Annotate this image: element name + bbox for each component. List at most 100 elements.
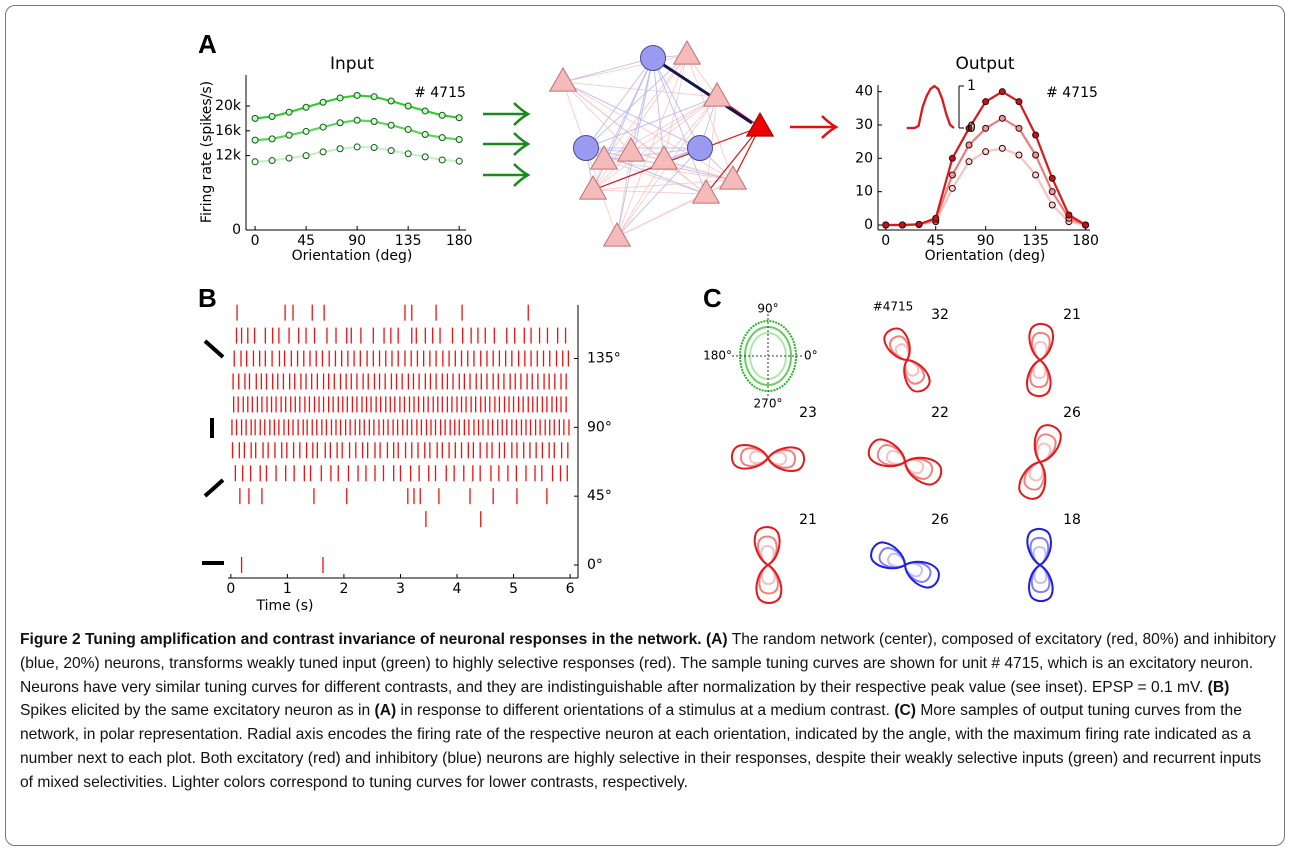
polar-axis-label: 270°: [754, 397, 783, 411]
data-point: [998, 144, 1006, 152]
y-tick-label: 0: [864, 217, 873, 233]
data-point: [998, 88, 1006, 96]
x-tick-label: 5: [509, 581, 518, 597]
input-arrows: [483, 102, 531, 187]
max-rate-label: 18: [1063, 512, 1081, 528]
x-tick-label: 135: [395, 233, 422, 249]
data-point: [268, 135, 276, 143]
data-point: [438, 111, 446, 119]
polar-plot: [1027, 529, 1052, 601]
edge: [630, 57, 654, 153]
network-node: [691, 178, 721, 204]
polar-plot: [1014, 422, 1066, 502]
network-node: [745, 111, 775, 137]
data-point: [932, 214, 940, 222]
data-point: [1048, 174, 1056, 182]
network-node: [573, 135, 599, 161]
data-point: [915, 220, 923, 228]
data-point: [438, 156, 446, 164]
data-point: [319, 148, 327, 156]
network-node: [702, 81, 732, 107]
caption-ref: (B): [1207, 678, 1230, 696]
caption-text: Spikes elicited by the same excitatory n…: [20, 702, 371, 720]
data-point: [455, 114, 463, 122]
edge: [585, 57, 654, 149]
y-axis-label: Firing rate (spikes/s): [199, 81, 215, 223]
data-point: [1065, 211, 1073, 219]
glyph: [203, 478, 225, 498]
data-point: [370, 144, 378, 152]
data-point: [421, 131, 429, 139]
edge: [592, 189, 707, 195]
polar-panel: 90° 180° 0° 270° #4715 32 21 23 22 26 21 26 18: [703, 300, 1081, 604]
data-point: [251, 136, 259, 144]
inset-tick-label: 0: [967, 120, 976, 136]
y-tick-label: 0°: [587, 557, 603, 573]
x-tick-label: 0: [226, 581, 235, 597]
edge: [616, 193, 707, 238]
y-tick-label: 30: [855, 117, 873, 133]
x-axis-label: Time (s): [256, 598, 314, 614]
data-point: [336, 145, 344, 153]
y-tick-label: 20: [855, 150, 873, 166]
polar-curve: [865, 434, 945, 490]
data-point: [1015, 124, 1023, 132]
x-tick-label: 0: [251, 233, 260, 249]
annotation: # 4715: [1046, 85, 1098, 101]
panel-label: B: [198, 283, 217, 313]
arrow: [483, 102, 531, 126]
y-tick-label: 40: [855, 84, 873, 100]
x-tick-label: 90: [977, 233, 995, 249]
data-point: [251, 114, 259, 122]
y-tick-label: 10: [855, 184, 873, 200]
x-tick-label: 4: [453, 581, 462, 597]
data-point: [251, 158, 259, 166]
network-node: [578, 174, 608, 200]
polar-axis-label: 180°: [703, 349, 732, 363]
max-rate-label: 26: [931, 512, 949, 528]
data-point: [404, 102, 412, 110]
network-node: [589, 144, 619, 170]
max-rate-label: 26: [1063, 405, 1081, 421]
network-node: [649, 144, 679, 170]
data-point: [948, 184, 956, 192]
network-node: [640, 45, 666, 71]
polar-plot: [731, 442, 805, 473]
chart-title: Input: [330, 54, 374, 74]
data-point: [1015, 98, 1023, 106]
data-point: [302, 103, 310, 111]
edge: [592, 96, 718, 191]
data-point: [319, 98, 327, 106]
network-node: [687, 135, 713, 161]
data-point: [387, 147, 395, 155]
network-node: [718, 164, 748, 190]
edge: [663, 96, 718, 161]
polar-curve: [1014, 422, 1066, 502]
edge: [705, 126, 761, 195]
edge: [652, 57, 707, 195]
edge: [592, 126, 761, 191]
max-rate-label: 22: [931, 405, 949, 421]
unit-label: #4715: [873, 300, 914, 314]
data-point: [302, 152, 310, 160]
panel-label: A: [198, 29, 217, 59]
caption-text: in response to different orientations of…: [400, 702, 890, 720]
polar-axis-label: 90°: [757, 302, 778, 316]
data-point: [1048, 188, 1056, 196]
data-point: [948, 154, 956, 162]
data-point: [965, 124, 973, 132]
data-point: [998, 114, 1006, 122]
data-point: [268, 157, 276, 165]
inset-line: [906, 84, 955, 130]
y-tick-label: 0: [232, 222, 241, 238]
data-point: [285, 108, 293, 116]
inset-line: [906, 84, 955, 130]
x-axis-label: Orientation (deg): [925, 248, 1046, 264]
y-tick-label: 20k: [215, 98, 242, 114]
polar-curve: [867, 537, 943, 593]
polar-curve: [881, 324, 933, 396]
caption: Figure 2 Tuning amplification and contra…: [20, 628, 1278, 795]
data-point: [455, 157, 463, 165]
data-point: [982, 148, 990, 156]
